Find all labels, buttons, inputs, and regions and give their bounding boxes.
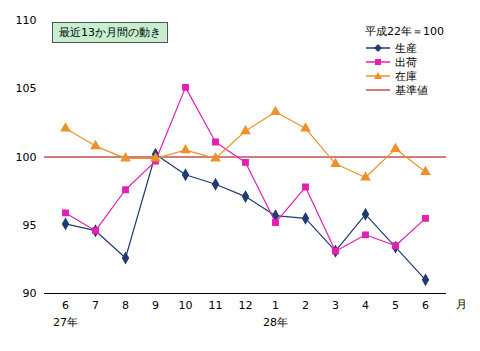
svg-text:4: 4 — [362, 299, 369, 312]
svg-text:7: 7 — [92, 299, 99, 312]
svg-text:8: 8 — [122, 299, 129, 312]
svg-text:10: 10 — [179, 299, 193, 312]
html-text:生産: 生産 — [395, 41, 417, 55]
html-text:平成22年＝100: 平成22年＝100 — [365, 25, 444, 38]
svg-text:6: 6 — [62, 299, 69, 312]
svg-text:5: 5 — [392, 299, 399, 312]
svg-text:11: 11 — [209, 299, 223, 312]
svg-text:6: 6 — [422, 299, 429, 312]
svg-text:3: 3 — [332, 299, 339, 312]
svg-text:28年: 28年 — [263, 316, 288, 329]
svg-text:12: 12 — [239, 299, 253, 312]
html-text:最近13か月間の動き: 最近13か月間の動き — [59, 26, 161, 39]
html-text:基準値: 基準値 — [395, 83, 428, 97]
html-text:出荷: 出荷 — [395, 55, 417, 69]
svg-text:110: 110 — [16, 14, 37, 27]
svg-text:105: 105 — [16, 82, 37, 95]
svg-text:9: 9 — [152, 299, 159, 312]
svg-text:100: 100 — [16, 151, 37, 164]
svg-text:90: 90 — [23, 287, 37, 300]
svg-text:27年: 27年 — [53, 316, 78, 329]
html-text:在庫: 在庫 — [395, 69, 417, 83]
svg-text:2: 2 — [302, 299, 309, 312]
svg-text:95: 95 — [23, 219, 37, 232]
svg-text:月: 月 — [456, 298, 467, 311]
svg-text:1: 1 — [272, 299, 279, 312]
